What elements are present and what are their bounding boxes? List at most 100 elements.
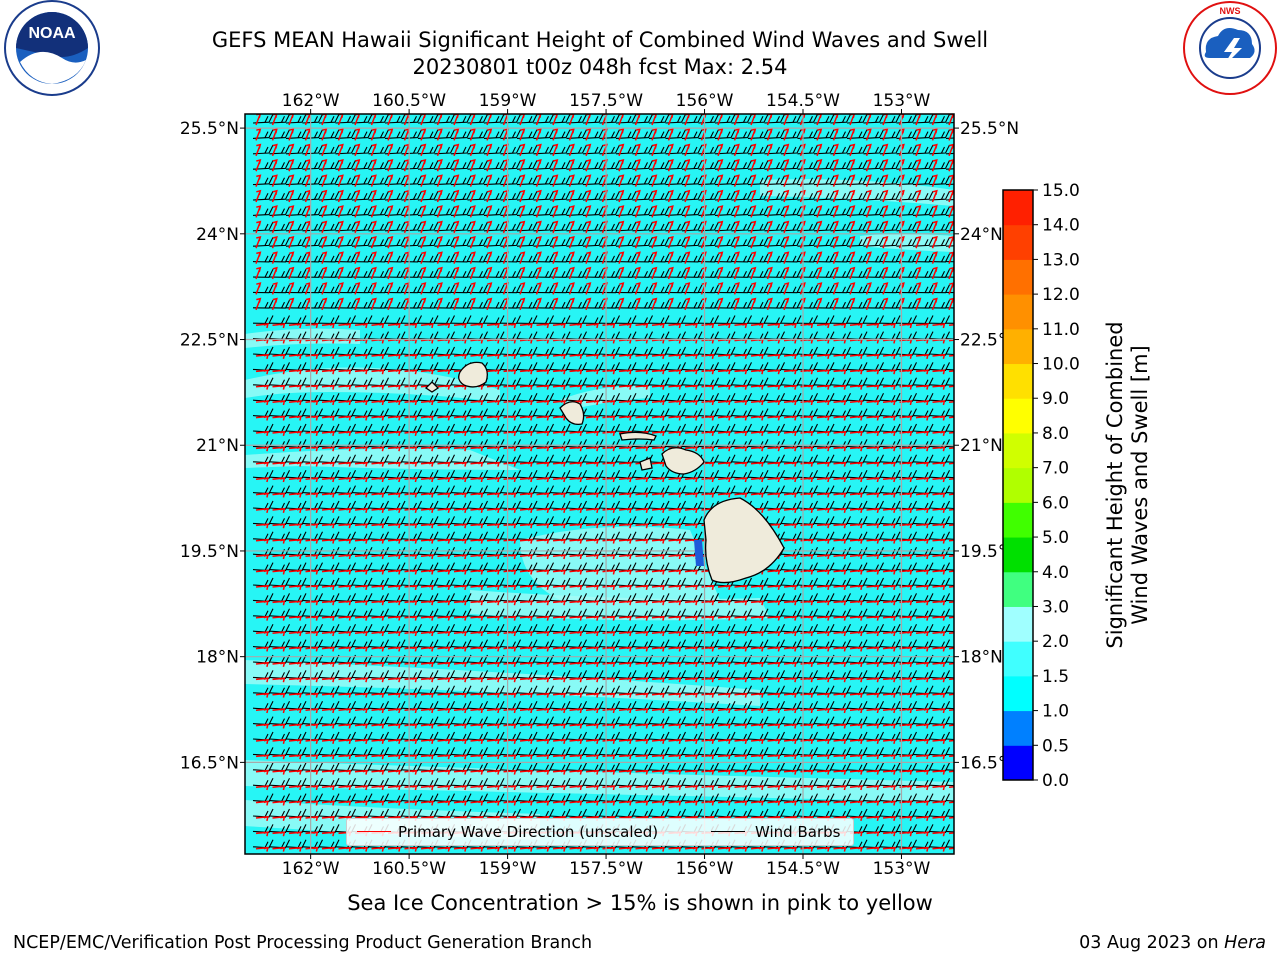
wave-direction-arrow [420, 769, 434, 775]
wind-barb [764, 206, 785, 216]
wave-direction-arrow [931, 235, 938, 249]
wave-direction-arrow [552, 158, 559, 172]
wind-barb [351, 777, 373, 787]
wind-barb [929, 269, 950, 278]
wave-direction-arrow [503, 738, 517, 744]
wind-barb [549, 546, 571, 556]
wave-direction-arrow [915, 384, 929, 390]
wave-direction-arrow [948, 739, 954, 742]
wave-direction-arrow [948, 339, 954, 342]
wave-direction-arrow [766, 220, 773, 234]
wind-barb [335, 469, 356, 479]
wind-barb [912, 639, 934, 649]
wave-direction-arrow [882, 692, 896, 698]
wind-barb [549, 206, 571, 216]
wind-barb [285, 654, 307, 664]
wind-barb [714, 485, 736, 495]
wave-direction-arrow [882, 353, 896, 359]
wave-direction-arrow [354, 615, 368, 621]
wind-barb [747, 700, 769, 710]
wind-barb [615, 175, 637, 186]
wind-barb [863, 747, 884, 756]
wind-barb [929, 824, 950, 833]
wave-direction-arrow [288, 189, 295, 203]
wave-direction-arrow [536, 723, 550, 729]
wind-barb [500, 454, 521, 464]
wave-direction-arrow [305, 353, 319, 359]
wave-direction-arrow [635, 553, 649, 560]
wind-barb [731, 639, 752, 649]
wind-barb [747, 670, 769, 679]
wind-barb [731, 762, 752, 772]
wind-barb [318, 206, 340, 216]
wave-direction-arrow [453, 143, 460, 157]
wind-barb [516, 469, 538, 479]
wind-barb [566, 562, 587, 572]
wave-direction-arrow [948, 524, 954, 527]
wave-direction-arrow [734, 600, 748, 606]
wind-barb [269, 454, 290, 464]
wind-barb [912, 253, 934, 263]
wind-barb [368, 392, 389, 402]
wave-direction-arrow [338, 523, 352, 529]
wave-direction-arrow [717, 677, 731, 683]
wind-barb [648, 114, 670, 124]
wind-barb [698, 175, 719, 186]
wave-direction-arrow [932, 723, 946, 729]
wave-direction-arrow [635, 677, 649, 683]
wind-barb [846, 793, 868, 803]
wave-direction-arrow [503, 569, 517, 575]
wave-direction-arrow [305, 630, 319, 637]
wind-barb [582, 114, 604, 124]
wind-barb [302, 454, 323, 464]
wave-direction-arrow [882, 235, 889, 249]
wind-barb [632, 670, 653, 679]
wave-direction-arrow [453, 646, 467, 652]
wave-direction-arrow [618, 174, 625, 187]
wave-direction-arrow [486, 415, 500, 421]
wave-direction-arrow [585, 446, 599, 452]
wind-barb [879, 315, 901, 325]
wind-barb [698, 793, 719, 803]
wind-barb [665, 762, 686, 772]
wind-barb [846, 114, 868, 124]
wind-barb [945, 430, 954, 433]
wind-barb [368, 793, 389, 803]
wave-direction-arrow [469, 251, 476, 264]
wind-barb [516, 577, 538, 587]
wind-barb [434, 562, 455, 572]
wave-direction-arrow [734, 369, 748, 375]
wind-barb [417, 454, 439, 464]
wave-direction-arrow [932, 507, 946, 513]
wave-direction-arrow [948, 647, 954, 650]
wind-barb [566, 221, 587, 232]
wave-direction-arrow [552, 646, 566, 652]
wind-barb [599, 654, 620, 664]
wave-direction-arrow [371, 754, 385, 760]
wind-barb [302, 206, 323, 216]
wind-barb [929, 439, 950, 448]
wave-direction-arrow [717, 297, 724, 311]
wind-barb [533, 623, 554, 633]
wave-direction-arrow [651, 846, 665, 852]
wave-direction-arrow [750, 615, 764, 621]
wind-barb [384, 716, 406, 726]
wind-barb [351, 562, 373, 572]
wind-barb [747, 377, 769, 387]
wind-barb [879, 269, 901, 278]
wave-direction-arrow [486, 282, 493, 295]
wind-barb [252, 562, 274, 572]
wind-barb [533, 362, 554, 371]
wave-direction-arrow [436, 143, 443, 157]
wave-direction-arrow [832, 189, 839, 203]
wave-direction-arrow [486, 646, 500, 652]
wave-direction-arrow [602, 784, 616, 791]
wind-barb [401, 762, 422, 772]
lat-tick-left: 16.5°N [180, 753, 239, 773]
wind-barb [747, 793, 769, 803]
wind-barb [483, 408, 505, 418]
wave-direction-arrow [354, 677, 368, 683]
wave-direction-arrow [882, 128, 889, 141]
wind-barb [252, 408, 274, 418]
wave-direction-arrow [271, 266, 278, 280]
